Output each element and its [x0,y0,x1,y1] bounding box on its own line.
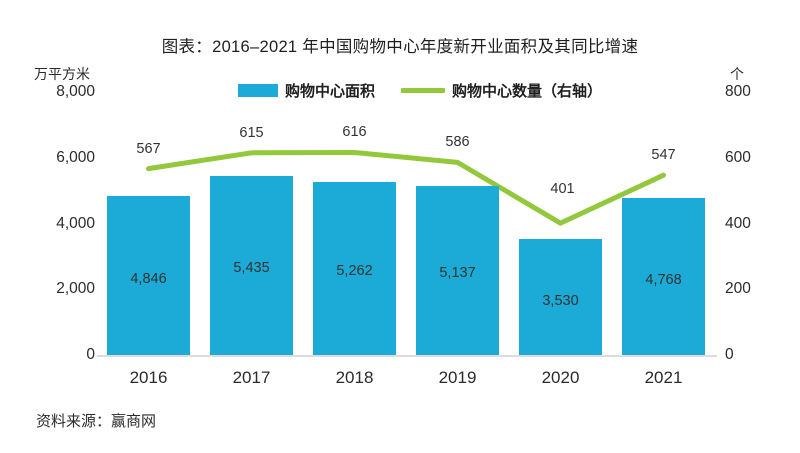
bar-value-label-2019: 5,137 [439,265,476,282]
bar-2016[interactable] [107,195,190,355]
line-value-label-2021: 547 [651,147,676,164]
x-tick-2021: 2021 [644,368,683,387]
bar-2019[interactable] [416,186,499,355]
y-tick-right: 800 [725,83,751,100]
y-tick-right: 600 [725,148,751,166]
y-tick-left: 0 [86,346,95,363]
bar-2018[interactable] [313,182,396,355]
y-axis-right: 0 200 400 600 800 [725,0,795,453]
x-tick-2017: 2017 [232,368,271,387]
y-axis-unit-left: 万平方米 [34,66,90,82]
y-tick-left: 4,000 [56,214,95,232]
chart-title: 图表：2016–2021 年中国购物中心年度新开业面积及其同比增速 [161,38,639,56]
legend-item-count[interactable]: 购物中心数量（右轴） [401,80,602,101]
bar-value-label-2017: 5,435 [233,260,270,277]
bar-value-label-2021: 4,768 [645,271,682,288]
bar-2021[interactable] [622,198,705,355]
legend-item-area-label: 购物中心面积 [285,83,376,100]
legend-line-swatch-icon [401,88,446,93]
legend-bar-swatch-icon [238,84,278,97]
bar-2017[interactable] [210,176,293,355]
bar-value-label-2016: 4,846 [130,270,167,287]
x-tick-2018: 2018 [335,368,374,387]
y-tick-right: 200 [725,280,751,298]
x-tick-2016: 2016 [129,368,168,387]
legend-item-area[interactable]: 购物中心面积 [238,80,375,101]
chart-legend: 购物中心面积 购物中心数量（右轴） [238,80,602,101]
y-tick-left: 6,000 [56,148,95,166]
bar-value-label-2018: 5,262 [336,263,373,280]
x-axis-line [97,355,717,357]
line-value-label-2017: 615 [239,124,264,141]
y-tick-right: 0 [725,346,734,363]
x-tick-2020: 2020 [541,368,580,387]
line-value-label-2020: 401 [550,181,575,198]
line-value-label-2018: 616 [342,124,367,141]
bar-value-label-2020: 3,530 [542,293,579,310]
bar-2020[interactable] [519,238,602,355]
x-axis: 2016 2017 2018 2019 2020 2021 [0,368,800,394]
line-value-label-2016: 567 [136,140,161,157]
x-tick-2019: 2019 [438,368,477,387]
line-value-label-2019: 586 [445,134,470,151]
y-tick-left: 8,000 [56,83,95,100]
y-tick-left: 2,000 [56,280,95,298]
y-tick-right: 400 [725,214,751,232]
y-axis-left: 0 2,000 4,000 6,000 8,000 [25,0,95,453]
y-axis-unit-right: 个 [730,66,744,82]
legend-item-count-label: 购物中心数量（右轴） [452,83,603,100]
source-note: 资料来源：赢商网 [36,413,157,430]
